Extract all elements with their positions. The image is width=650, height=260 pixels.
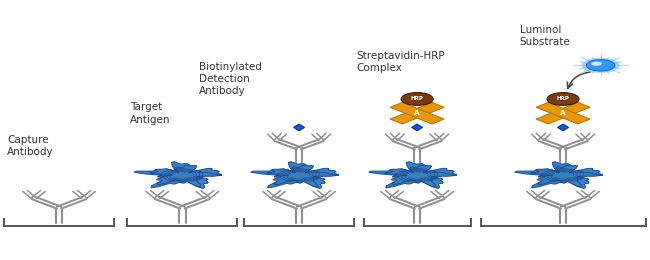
Text: HRP: HRP: [556, 96, 569, 101]
Text: Streptavidin-HRP
Complex: Streptavidin-HRP Complex: [356, 51, 445, 73]
Polygon shape: [515, 162, 603, 188]
Polygon shape: [251, 162, 339, 188]
Polygon shape: [558, 124, 569, 131]
Polygon shape: [411, 124, 422, 131]
Text: Biotinylated
Detection
Antibody: Biotinylated Detection Antibody: [198, 62, 261, 96]
Circle shape: [547, 93, 579, 105]
Polygon shape: [385, 165, 456, 187]
Circle shape: [582, 58, 619, 73]
Text: Luminol
Substrate: Luminol Substrate: [519, 25, 570, 47]
Polygon shape: [369, 162, 457, 188]
Polygon shape: [531, 165, 603, 187]
Polygon shape: [390, 102, 444, 124]
Polygon shape: [536, 102, 590, 124]
Circle shape: [401, 93, 433, 105]
Text: A: A: [560, 110, 566, 116]
Polygon shape: [266, 165, 338, 187]
Polygon shape: [150, 165, 222, 187]
Text: A: A: [414, 110, 420, 116]
Polygon shape: [536, 102, 590, 124]
Text: Capture
Antibody: Capture Antibody: [7, 135, 54, 157]
Circle shape: [586, 60, 615, 71]
Polygon shape: [294, 124, 305, 131]
Text: Target
Antigen: Target Antigen: [131, 102, 171, 125]
Circle shape: [591, 62, 602, 66]
Polygon shape: [134, 162, 222, 188]
Text: HRP: HRP: [411, 96, 424, 101]
Polygon shape: [390, 102, 444, 124]
